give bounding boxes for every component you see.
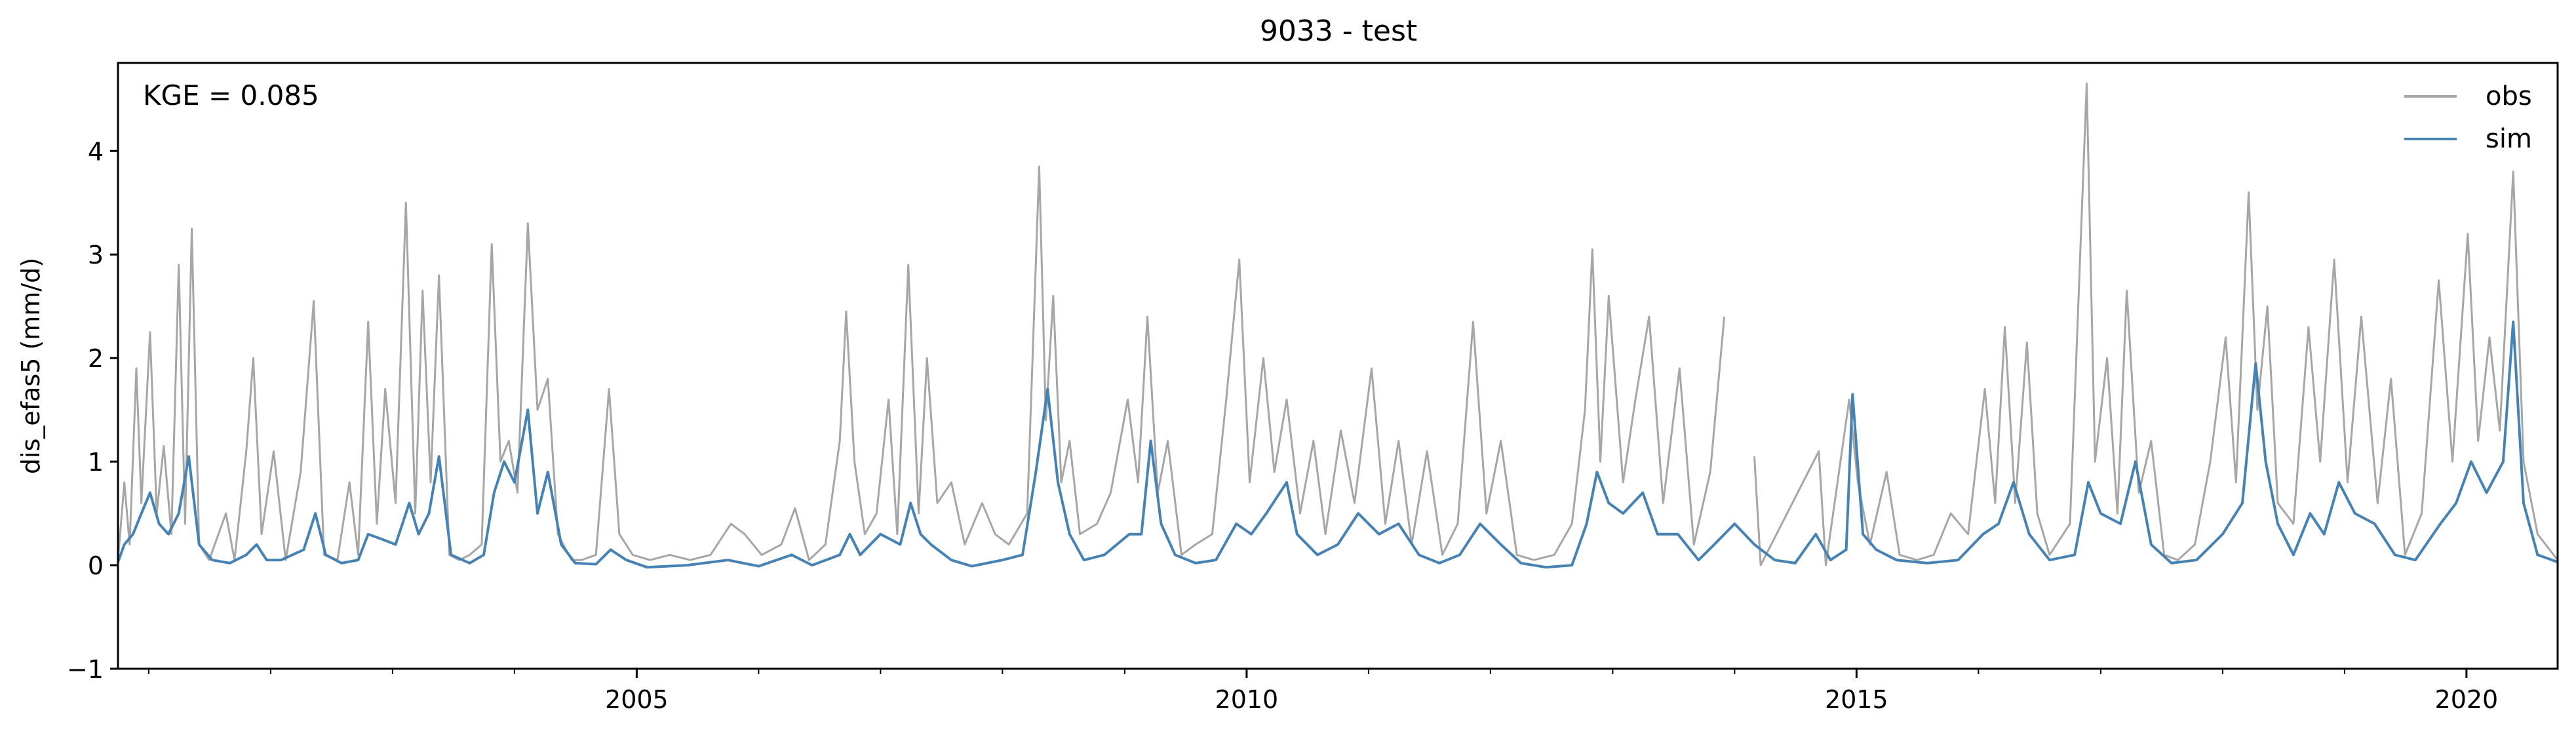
x-tick-label: 2020	[2435, 685, 2499, 714]
x-axis: 2005 2010 2015 2020	[147, 669, 2499, 714]
legend-obs-label: obs	[2486, 81, 2532, 111]
series-line-sim	[118, 320, 2558, 569]
y-tick-label: 1	[88, 448, 104, 477]
y-tick-label: 0	[88, 551, 104, 580]
legend: obs sim	[2404, 81, 2532, 154]
x-tick-label: 2015	[1825, 685, 1888, 714]
axes-frame	[117, 62, 2559, 670]
y-tick-label: −1	[67, 655, 104, 684]
plot-area	[117, 62, 2559, 670]
y-tick-label: 2	[88, 344, 104, 373]
series-layer	[118, 83, 2558, 569]
series-line-obs	[118, 165, 1726, 561]
x-tick-label: 2010	[1215, 685, 1279, 714]
series-line-obs-part2	[1753, 83, 2558, 566]
x-tick-label: 2005	[605, 685, 669, 714]
y-axis-label: dis_efas5 (mm/d)	[16, 258, 45, 474]
kge-annotation: KGE = 0.085	[143, 79, 319, 111]
chart-title: 9033 - test	[1260, 14, 1417, 48]
legend-sim-label: sim	[2486, 124, 2532, 154]
y-tick-label: 3	[88, 241, 104, 269]
y-tick-label: 4	[88, 137, 104, 166]
y-axis: −1 0 1 2 3 4	[67, 137, 118, 684]
